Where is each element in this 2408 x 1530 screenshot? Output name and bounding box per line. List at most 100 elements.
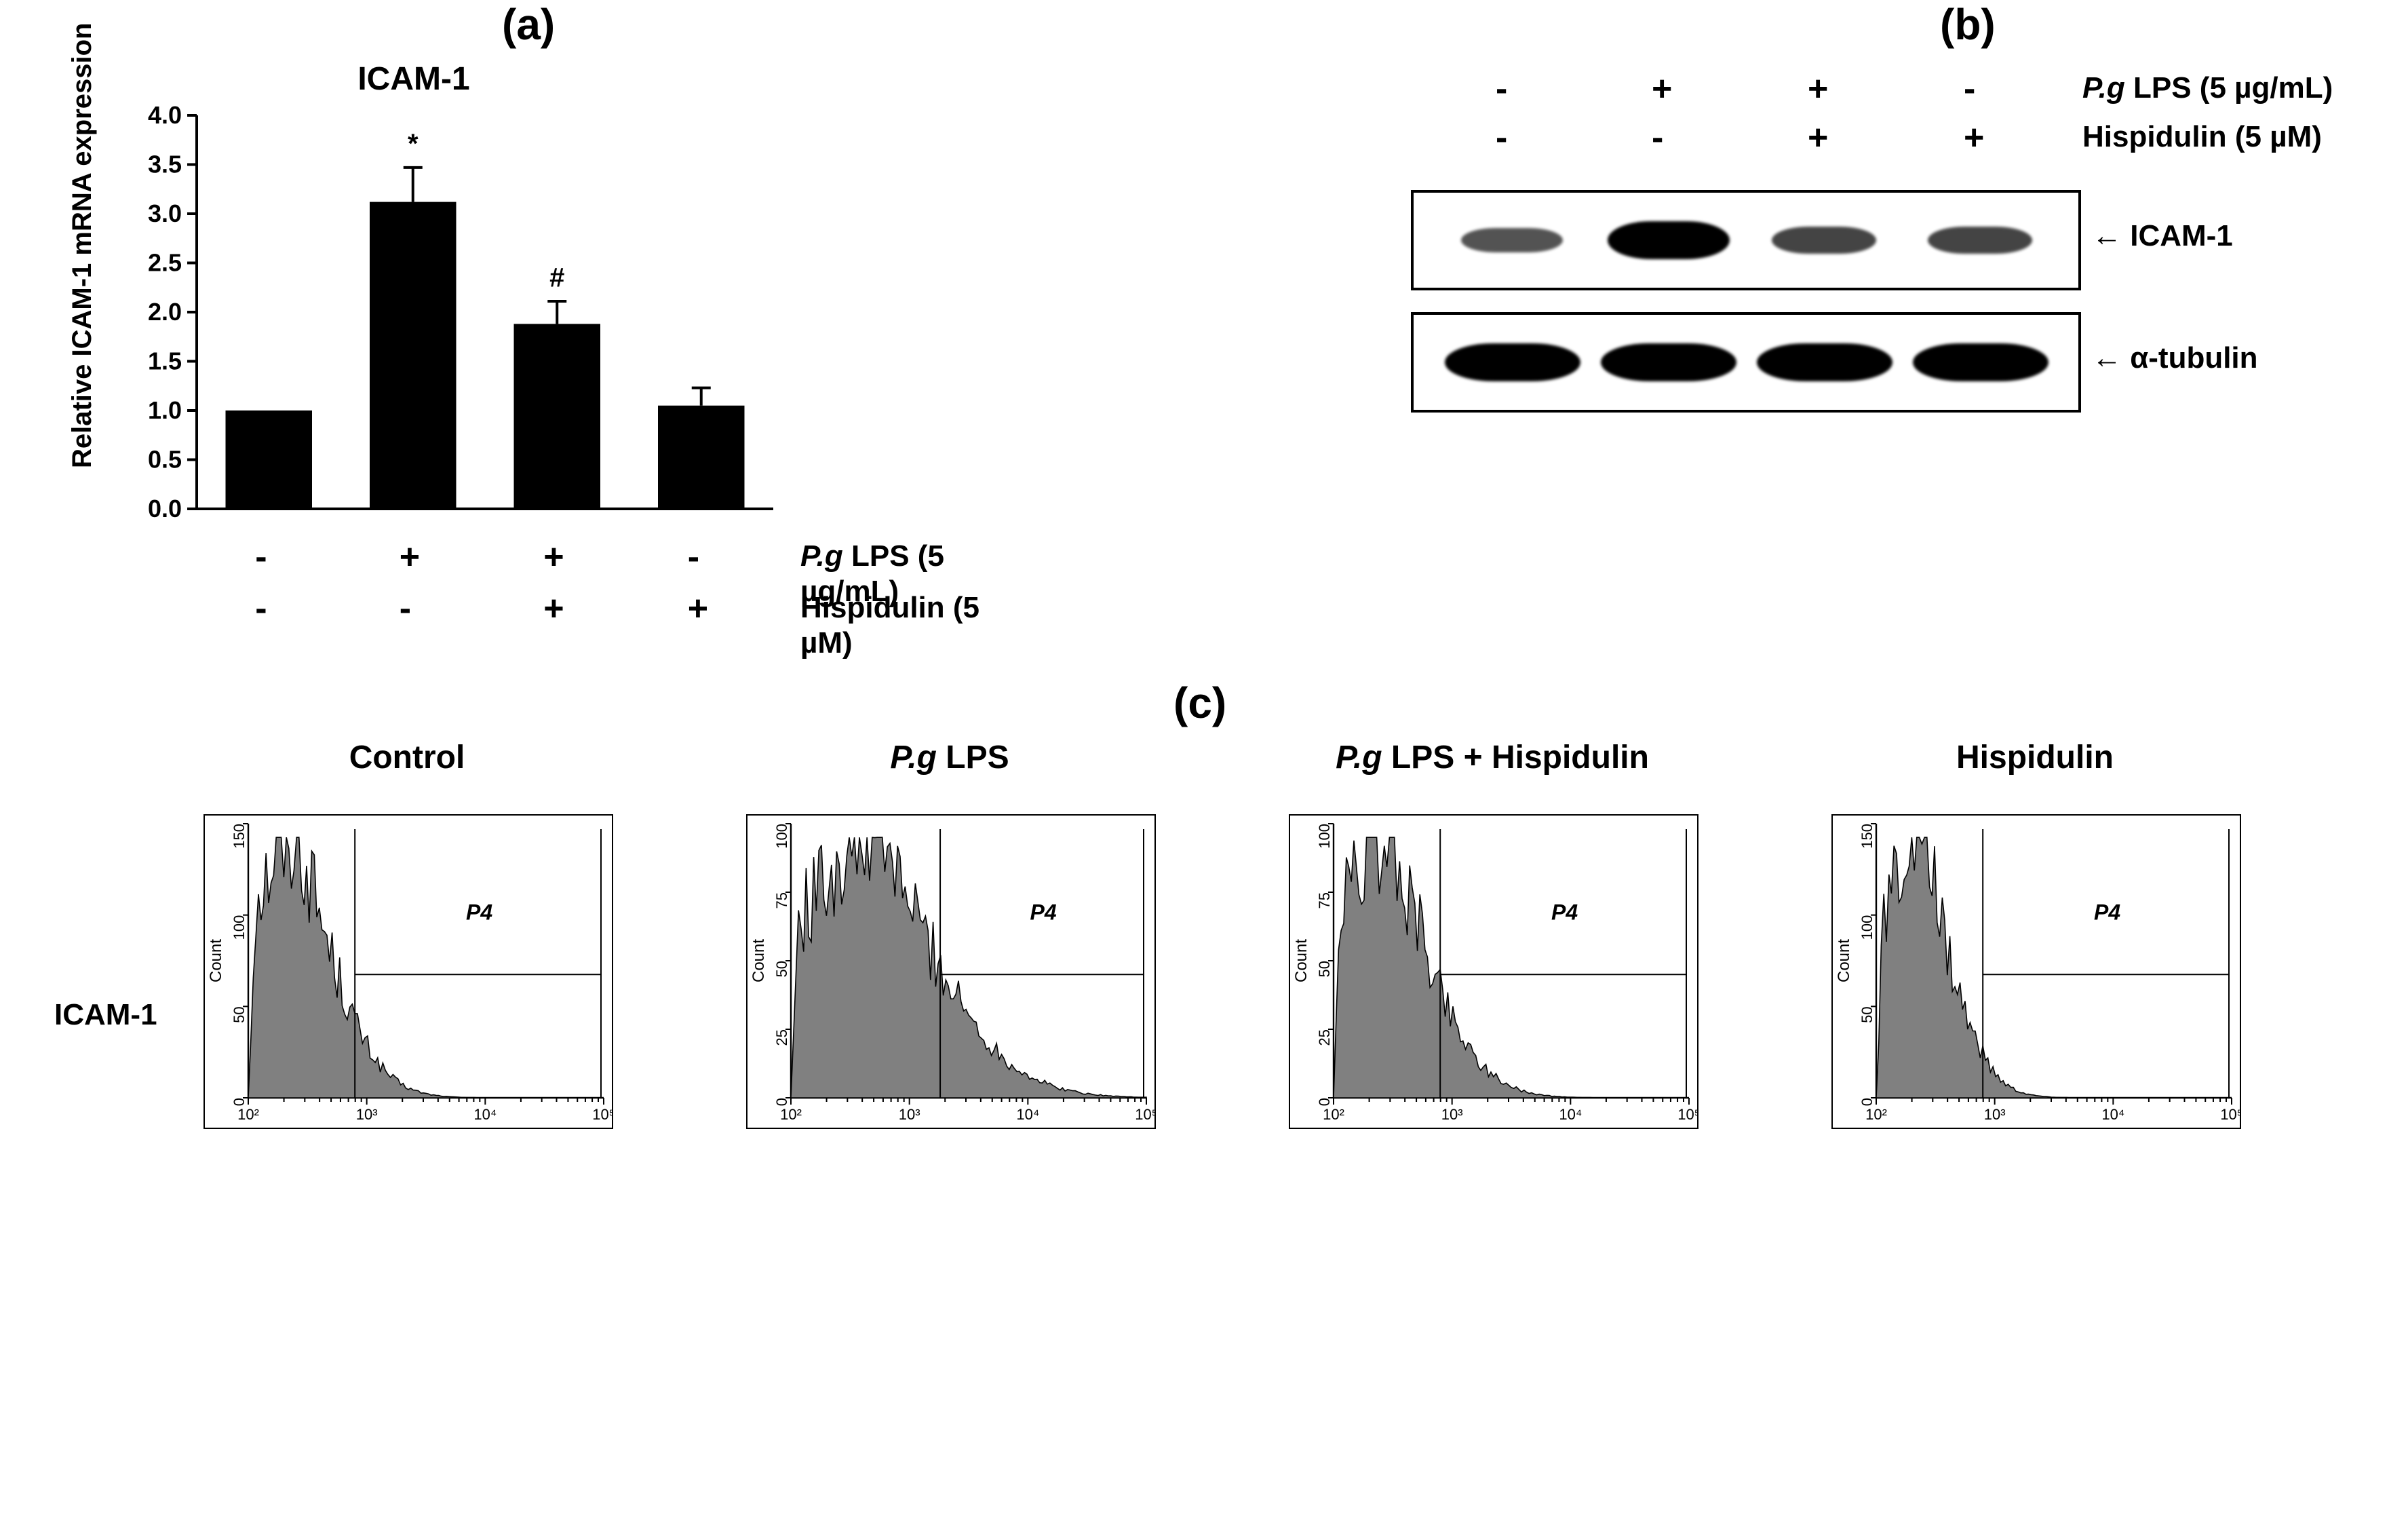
svg-text:100: 100 bbox=[1316, 824, 1333, 849]
treat-mark: + bbox=[1964, 117, 1984, 159]
svg-text:10⁵: 10⁵ bbox=[2220, 1106, 2240, 1123]
svg-text:0: 0 bbox=[1316, 1098, 1333, 1106]
treat-row-label: P.g LPS (5 µg/mL) bbox=[2082, 71, 2333, 106]
y-axis-label: Relative ICAM-1 mRNA expression bbox=[68, 23, 99, 469]
treat-mark: + bbox=[543, 536, 564, 578]
svg-text:10⁵: 10⁵ bbox=[1135, 1106, 1154, 1123]
treat-mark: + bbox=[543, 588, 564, 630]
svg-text:1.5: 1.5 bbox=[148, 347, 182, 375]
hist-box: 05010015010²10³10⁴10⁵P4Count bbox=[1831, 814, 2241, 1129]
treat-mark: - bbox=[1496, 68, 1507, 110]
treat-mark: + bbox=[1808, 68, 1828, 110]
svg-text:50: 50 bbox=[773, 961, 790, 977]
svg-text:10⁵: 10⁵ bbox=[1677, 1106, 1697, 1123]
svg-text:10³: 10³ bbox=[1984, 1106, 2006, 1123]
svg-text:10²: 10² bbox=[1865, 1106, 1887, 1123]
svg-text:10²: 10² bbox=[780, 1106, 802, 1123]
svg-text:100: 100 bbox=[773, 824, 790, 849]
svg-text:0: 0 bbox=[231, 1098, 248, 1106]
panel-a: ICAM-1 Relative ICAM-1 mRNA expression 0… bbox=[41, 61, 1017, 645]
svg-text:50: 50 bbox=[231, 1006, 248, 1022]
hist-box: 05010015010²10³10⁴10⁵P4Count bbox=[203, 814, 613, 1129]
blot-box bbox=[1411, 312, 2081, 413]
hist-box: 0 25 50 75 100 10² 10³ 10⁴ 10⁵ P4 Count bbox=[1289, 814, 1698, 1129]
treat-mark: + bbox=[1808, 117, 1828, 159]
panel-c-label: (c) bbox=[1173, 678, 1226, 729]
svg-text:2.5: 2.5 bbox=[148, 249, 182, 277]
svg-text:10⁴: 10⁴ bbox=[1559, 1106, 1582, 1123]
chart-title: ICAM-1 bbox=[41, 61, 787, 99]
hist-svg: 05010015010²10³10⁴10⁵P4Count bbox=[205, 816, 612, 1128]
treat-mark: - bbox=[255, 588, 267, 630]
svg-text:75: 75 bbox=[1316, 892, 1333, 909]
treat-mark: - bbox=[1496, 117, 1507, 159]
hist-svg: 05010015010²10³10⁴10⁵P4Count bbox=[1833, 816, 2240, 1128]
svg-text:0.0: 0.0 bbox=[148, 495, 182, 522]
svg-text:10²: 10² bbox=[1323, 1106, 1344, 1123]
svg-text:100: 100 bbox=[1859, 915, 1876, 940]
hist-box: 0 25 50 75 100 10² 10³ 10⁴ 10⁵ P4 Count bbox=[746, 814, 1156, 1129]
blot-band bbox=[1927, 227, 2033, 254]
blot-band bbox=[1771, 227, 1877, 254]
hist-title: Hispidulin bbox=[1859, 740, 2211, 778]
treat-mark: + bbox=[688, 588, 708, 630]
blot-band bbox=[1600, 343, 1736, 381]
blot-band bbox=[1912, 343, 2048, 381]
panel-c-row-label: ICAM-1 bbox=[54, 997, 157, 1033]
svg-text:25: 25 bbox=[773, 1029, 790, 1046]
blot-band bbox=[1756, 343, 1892, 381]
hist-title: Control bbox=[231, 740, 583, 778]
svg-text:3.5: 3.5 bbox=[148, 151, 182, 178]
svg-text:P4: P4 bbox=[466, 900, 492, 924]
svg-text:#: # bbox=[549, 263, 564, 292]
treat-mark: - bbox=[688, 536, 699, 578]
svg-text:25: 25 bbox=[1316, 1029, 1333, 1046]
hist-svg: 0 25 50 75 100 10² 10³ 10⁴ 10⁵ P4 Count bbox=[747, 816, 1154, 1128]
svg-text:2.0: 2.0 bbox=[148, 298, 182, 326]
blot-arrow-label: ← α-tubulin bbox=[2092, 341, 2258, 376]
svg-text:100: 100 bbox=[231, 915, 248, 940]
blot-band bbox=[1444, 343, 1580, 381]
svg-text:150: 150 bbox=[231, 824, 248, 849]
figure-root: (a) (b) ICAM-1 Relative ICAM-1 mRNA expr… bbox=[0, 0, 2408, 1529]
svg-text:0: 0 bbox=[773, 1098, 790, 1106]
svg-text:3.0: 3.0 bbox=[148, 199, 182, 227]
svg-text:0: 0 bbox=[1859, 1098, 1876, 1106]
svg-text:Count: Count bbox=[1835, 939, 1853, 982]
svg-text:0.5: 0.5 bbox=[148, 446, 182, 474]
svg-text:4.0: 4.0 bbox=[148, 102, 182, 129]
svg-text:10³: 10³ bbox=[1441, 1106, 1463, 1123]
svg-text:50: 50 bbox=[1859, 1006, 1876, 1022]
svg-text:10⁴: 10⁴ bbox=[473, 1106, 497, 1123]
panel-b-label: (b) bbox=[1940, 0, 1996, 50]
treat-mark: - bbox=[400, 588, 411, 630]
treat-mark: + bbox=[1652, 68, 1672, 110]
treat-mark: + bbox=[400, 536, 420, 578]
bar-chart-svg: 0.00.51.01.52.02.53.03.54.0*# bbox=[122, 102, 787, 536]
svg-text:10²: 10² bbox=[237, 1106, 259, 1123]
blot-box bbox=[1411, 190, 2081, 290]
hist-svg: 0 25 50 75 100 10² 10³ 10⁴ 10⁵ P4 Count bbox=[1290, 816, 1697, 1128]
treat-row-label: Hispidulin (5 µM) bbox=[2082, 119, 2322, 155]
treat-mark: - bbox=[1964, 68, 1975, 110]
blot-arrow-label: ← ICAM-1 bbox=[2092, 218, 2233, 254]
treat-mark: - bbox=[1652, 117, 1663, 159]
svg-text:50: 50 bbox=[1316, 961, 1333, 977]
panel-b: - + + - P.g LPS (5 µg/mL) - - + + Hispidulin (5 µ… bbox=[1357, 68, 2401, 516]
treat-mark: - bbox=[255, 536, 267, 578]
svg-text:*: * bbox=[408, 129, 419, 159]
svg-text:75: 75 bbox=[773, 892, 790, 909]
svg-text:P4: P4 bbox=[1551, 900, 1578, 924]
panel-c: ICAM-1 Control 0 50 100 150 10² 10³ 10⁴ 10⁵ P4 Cou… bbox=[54, 740, 2388, 1242]
blot-band bbox=[1461, 227, 1563, 253]
svg-text:10³: 10³ bbox=[356, 1106, 378, 1123]
svg-text:Count: Count bbox=[207, 939, 225, 982]
svg-text:10⁴: 10⁴ bbox=[1016, 1106, 1039, 1123]
panel-a-label: (a) bbox=[502, 0, 555, 50]
svg-text:150: 150 bbox=[1859, 824, 1876, 849]
svg-text:Count: Count bbox=[750, 939, 768, 982]
treat-row-label: Hispidulin (5 µM) bbox=[800, 590, 1017, 661]
svg-text:10³: 10³ bbox=[899, 1106, 920, 1123]
svg-text:Count: Count bbox=[1292, 939, 1310, 982]
svg-text:P4: P4 bbox=[1030, 900, 1056, 924]
